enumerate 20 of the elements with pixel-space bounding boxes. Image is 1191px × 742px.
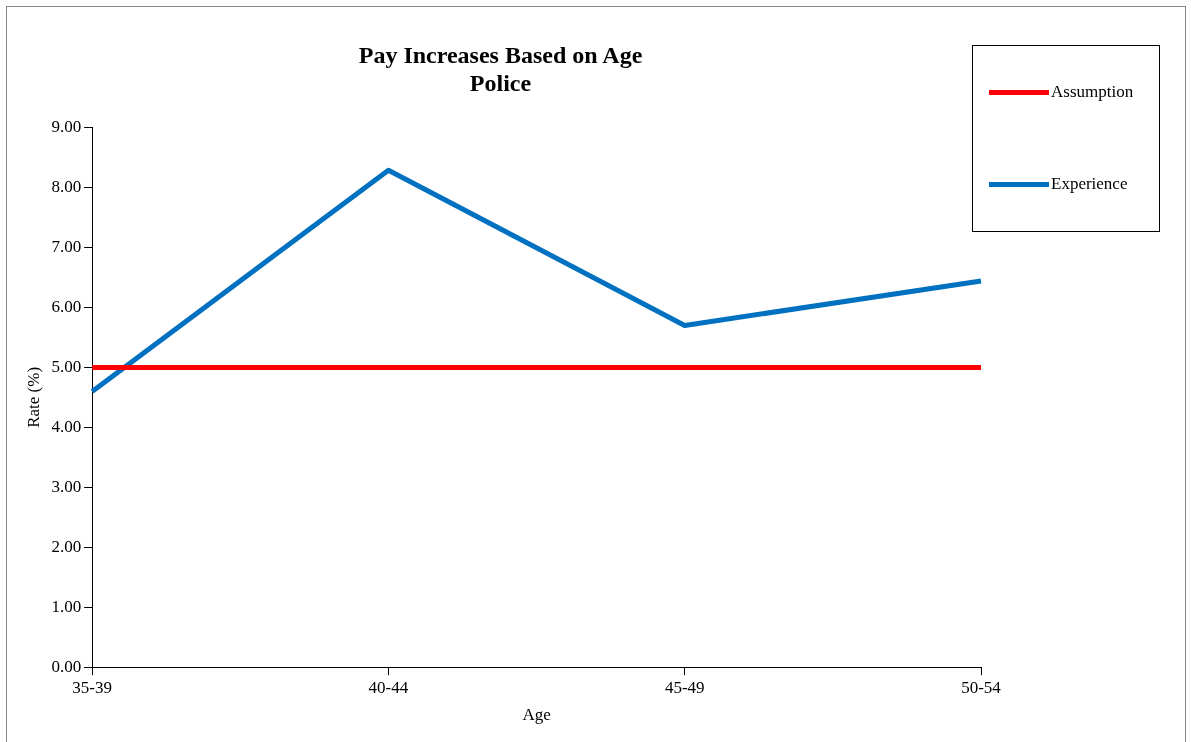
y-tick-label: 5.00 [51,356,82,376]
chart-title: Pay Increases Based on Age [358,41,643,68]
y-tick-label: 1.00 [51,596,82,616]
y-tick-label: 9.00 [51,117,82,137]
y-tick-label: 0.00 [51,656,82,676]
y-tick-label: 7.00 [51,236,82,256]
y-tick-label: 6.00 [51,296,82,316]
y-tick-label: 4.00 [51,416,82,436]
y-tick-label: 3.00 [51,476,82,496]
legend-label: Assumption [1051,82,1134,102]
x-tick-label: 45-49 [664,677,705,697]
x-tick-label: 35-39 [72,677,112,697]
y-axis-title: Rate (%) [23,366,43,428]
legend-label: Experience [1051,174,1128,194]
chart-subtitle: Police [469,70,532,97]
x-axis-title: Age [522,705,551,725]
y-tick-label: 8.00 [51,177,82,197]
x-tick-label: 50-54 [961,677,1002,697]
y-tick-label: 2.00 [51,536,82,556]
x-tick-label: 40-44 [368,677,409,697]
